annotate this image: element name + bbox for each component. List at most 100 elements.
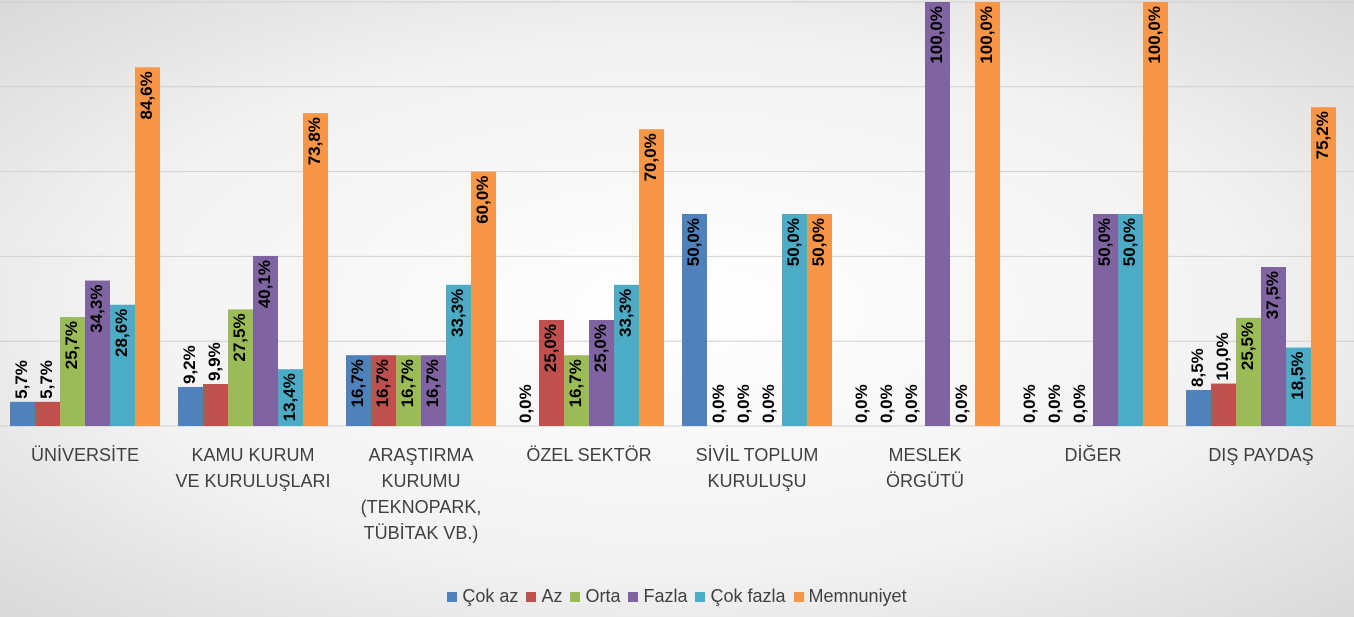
legend-swatch (695, 592, 706, 602)
legend-label: Orta (585, 586, 621, 606)
data-label: 37,5% (1263, 271, 1282, 319)
data-label: 0,0% (709, 384, 728, 423)
bar (589, 320, 614, 426)
bar (371, 355, 396, 426)
data-label: 73,8% (305, 117, 324, 165)
data-label: 100,0% (977, 6, 996, 64)
data-label: 0,0% (734, 384, 753, 423)
bar (35, 401, 60, 426)
data-label: 100,0% (1145, 6, 1164, 64)
data-label: 9,2% (180, 345, 199, 384)
data-label: 0,0% (1070, 384, 1089, 423)
bar (1186, 389, 1211, 426)
legend-label: Çok fazla (710, 586, 786, 606)
legend-item: Çok az (447, 586, 518, 607)
data-label: 16,7% (423, 359, 442, 407)
data-label: 25,0% (541, 324, 560, 372)
data-label: 16,7% (566, 359, 585, 407)
data-label: 0,0% (877, 384, 896, 423)
legend-label: Az (541, 586, 563, 606)
bar (1211, 383, 1236, 426)
data-label: 5,7% (37, 360, 56, 399)
data-label: 9,9% (205, 342, 224, 381)
bar (1093, 214, 1118, 426)
data-label: 0,0% (516, 384, 535, 423)
bar (1261, 267, 1286, 426)
bar (346, 355, 371, 426)
data-label: 0,0% (952, 384, 971, 423)
x-tick-label: KAMU KURUM VE KURULUŞLARI (175, 445, 331, 491)
bar (1143, 2, 1168, 426)
data-label: 10,0% (1213, 332, 1232, 380)
data-label: 18,5% (1288, 352, 1307, 400)
legend-item: Çok fazla (695, 586, 786, 607)
data-label: 50,0% (784, 218, 803, 266)
legend-swatch (526, 592, 537, 602)
bar (682, 214, 707, 426)
bar (782, 214, 807, 426)
data-label: 0,0% (1020, 384, 1039, 423)
bar (60, 317, 85, 426)
data-label: 100,0% (927, 6, 946, 64)
legend-item: Fazla (628, 586, 687, 607)
data-label: 25,7% (62, 321, 81, 369)
data-label: 0,0% (902, 384, 921, 423)
bar (975, 2, 1000, 426)
x-tick-label: ÜNİVERSİTE (30, 445, 140, 465)
data-label: 33,3% (616, 289, 635, 337)
data-label: 34,3% (87, 285, 106, 333)
data-label: 25,0% (591, 324, 610, 372)
bar (178, 386, 203, 426)
x-tick-label: SİVİL TOPLUM KURULUŞU (695, 445, 819, 491)
data-label: 40,1% (255, 260, 274, 308)
data-label: 70,0% (641, 133, 660, 181)
legend-swatch (447, 592, 458, 602)
data-label: 60,0% (473, 176, 492, 224)
x-tick-label: ARAŞTIRMA KURUMU (TEKNOPARK, TÜBİTAK VB.… (360, 445, 482, 543)
x-tick-label: ÖZEL SEKTÖR (526, 445, 652, 465)
data-label: 75,2% (1313, 111, 1332, 159)
data-label: 50,0% (1095, 218, 1114, 266)
data-label: 28,6% (112, 309, 131, 357)
data-label: 84,6% (137, 71, 156, 119)
bar (925, 2, 950, 426)
data-label: 5,7% (12, 360, 31, 399)
bar (1286, 347, 1311, 426)
x-tick-label: MESLEK ÖRGÜTÜ (886, 445, 964, 491)
bar (110, 304, 135, 426)
data-label: 16,7% (373, 359, 392, 407)
data-label: 27,5% (230, 313, 249, 361)
bar (253, 255, 278, 426)
bar (203, 384, 228, 426)
x-tick-label: DIŞ PAYDAŞ (1208, 445, 1314, 465)
legend-item: Orta (570, 586, 620, 607)
bar (10, 401, 35, 426)
bar (135, 67, 160, 427)
data-label: 33,3% (448, 289, 467, 337)
data-label: 25,5% (1238, 322, 1257, 370)
legend-swatch (793, 592, 804, 602)
data-label: 50,0% (684, 218, 703, 266)
bar (614, 284, 639, 426)
data-label: 16,7% (398, 359, 417, 407)
data-label: 0,0% (852, 384, 871, 423)
data-label: 0,0% (759, 384, 778, 423)
legend: Çok az Az Orta Fazla Çok fazla Memnuniyet (0, 586, 1354, 607)
bar (1236, 317, 1261, 426)
bar (85, 280, 110, 426)
bar (639, 129, 664, 426)
bar (228, 309, 253, 426)
data-label: 50,0% (1120, 218, 1139, 266)
legend-swatch (628, 592, 639, 602)
legend-label: Çok az (462, 586, 519, 606)
bar (446, 284, 471, 426)
legend-item: Memnuniyet (793, 586, 907, 607)
x-tick-label: DİĞER (1064, 445, 1122, 465)
legend-label: Memnuniyet (808, 586, 907, 606)
legend-item: Az (526, 586, 562, 607)
data-label: 8,5% (1188, 348, 1207, 387)
legend-swatch (570, 592, 581, 602)
bar (471, 171, 496, 426)
